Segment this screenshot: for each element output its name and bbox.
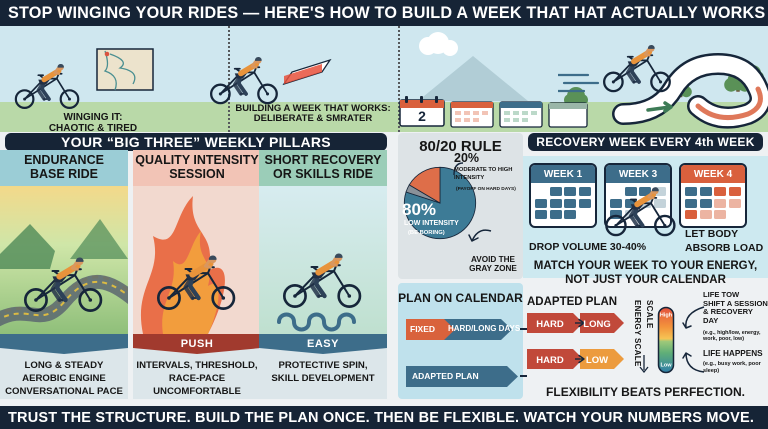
svg-text:HARD: HARD [536, 355, 564, 366]
svg-text:Low: Low [661, 363, 673, 369]
svg-text:2: 2 [418, 108, 426, 124]
svg-text:High: High [660, 313, 673, 319]
svg-text:HARD: HARD [536, 319, 564, 330]
svg-text:LONG: LONG [583, 319, 610, 330]
svg-text:LOW: LOW [586, 355, 608, 366]
